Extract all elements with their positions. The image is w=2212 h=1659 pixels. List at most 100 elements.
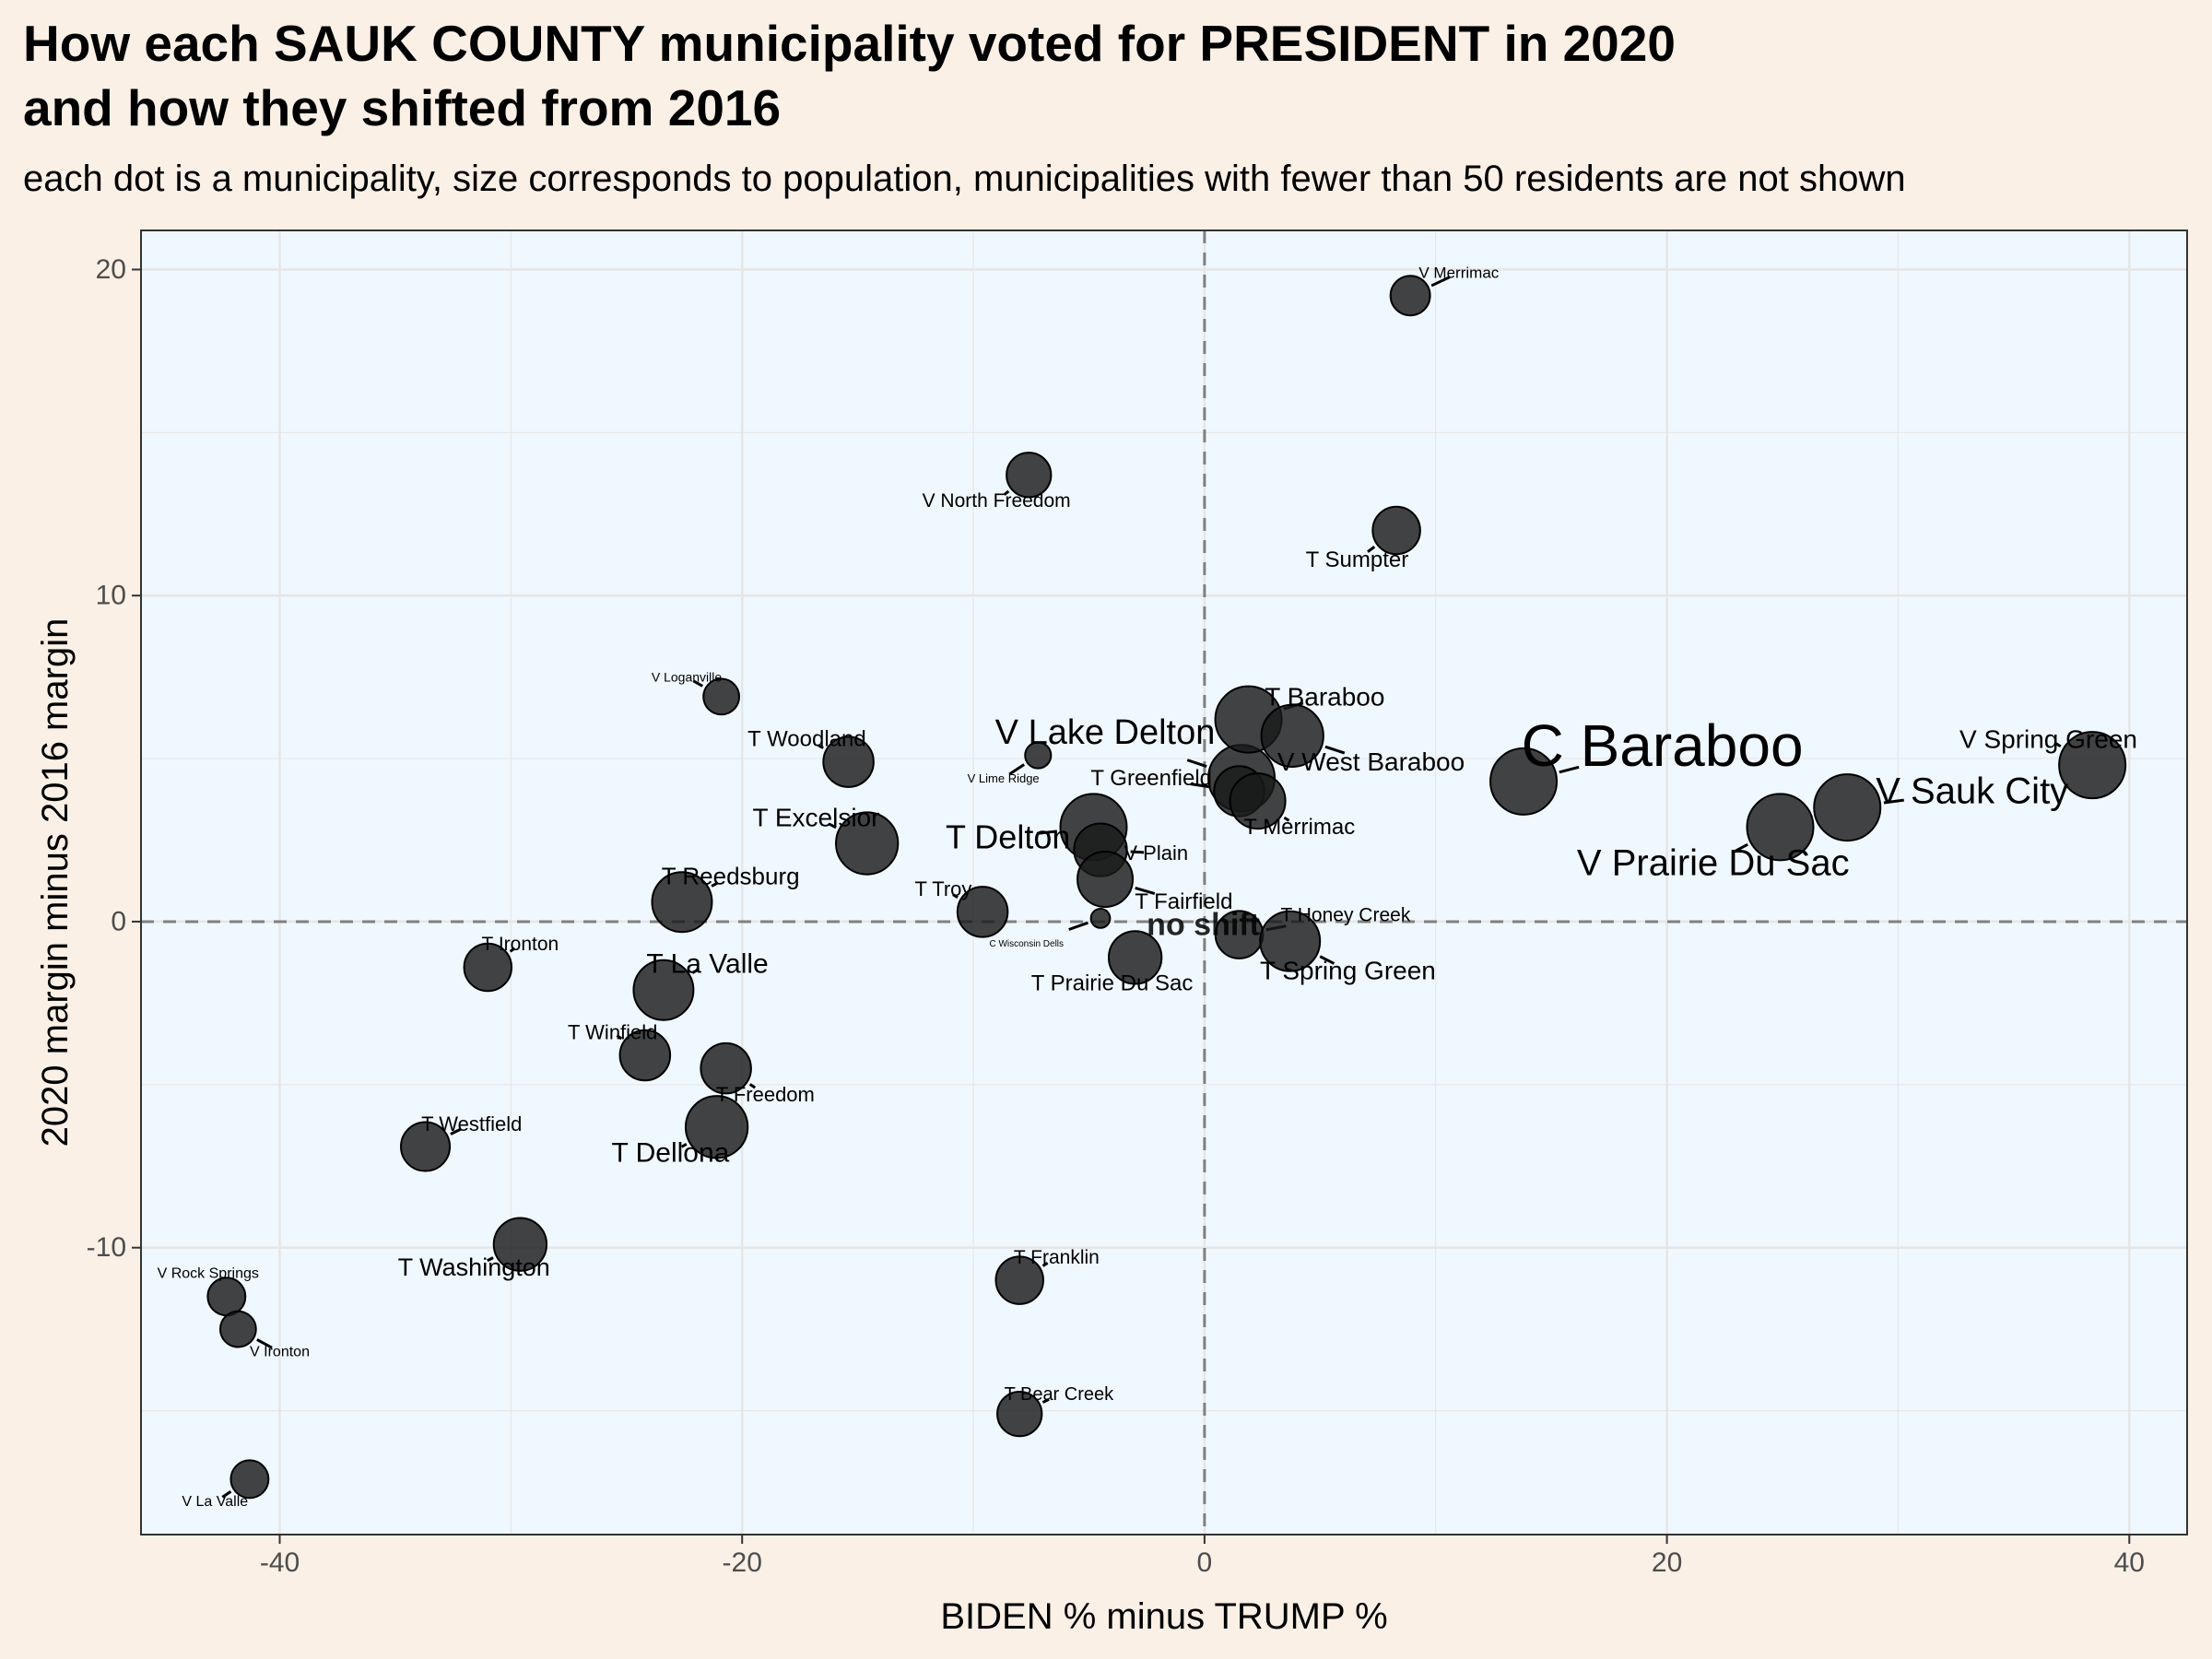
label-t-winfield: T Winfield <box>568 1021 657 1044</box>
point-v-la-valle <box>229 1459 270 1500</box>
point-v-prairie-du-sac <box>1746 793 1815 862</box>
leader-line-v-ironton <box>256 1338 273 1349</box>
label-v-rock-springs: V Rock Springs <box>158 1266 259 1282</box>
point-v-north-freedom <box>1006 452 1053 499</box>
leader-line-v-spring-green <box>2054 742 2062 748</box>
point-v-west-baraboo <box>1260 703 1324 768</box>
point-t-excelsior <box>835 811 900 876</box>
label-v-lake-delton: V Lake Delton <box>995 713 1216 752</box>
point-t-westfield <box>400 1121 452 1172</box>
label-t-spring-green: T Spring Green <box>1260 957 1436 985</box>
leader-line-v-west-baraboo <box>1324 745 1346 755</box>
leader-line-t-fairfield <box>1135 887 1156 896</box>
point-t-spring-green <box>1259 910 1322 972</box>
leader-line-v-lake-delton <box>1186 759 1207 769</box>
label-v-lime-ridge: V Lime Ridge <box>968 771 1040 785</box>
point-t-bear-creek <box>996 1390 1043 1438</box>
y-tick-label: 0 <box>111 906 126 936</box>
point-v-lime-ridge <box>1024 741 1053 770</box>
point-t-winfield <box>618 1029 672 1082</box>
label-v-loganville: V Loganville <box>652 670 722 685</box>
label-v-sauk-city: V Sauk City <box>1876 771 2068 811</box>
point-t-franklin <box>994 1255 1044 1305</box>
label-t-la-valle: T La Valle <box>646 948 768 979</box>
leader-line-t-reedsburg <box>711 881 719 888</box>
point-t-woodland <box>822 735 875 788</box>
x-tick-label: -40 <box>260 1547 300 1578</box>
point-c-wisconsin-dells <box>1089 908 1112 929</box>
leader-line-v-plain <box>1130 850 1145 854</box>
label-t-delton: T Delton <box>946 818 1070 855</box>
point-v-spring-green <box>2058 731 2127 800</box>
label-t-reedsburg: T Reedsburg <box>662 862 800 889</box>
data-points <box>206 275 2127 1500</box>
label-t-greenfield: T Greenfield <box>1090 766 1212 791</box>
label-v-prairie-du-sac: V Prairie Du Sac <box>1577 842 1850 883</box>
leader-line-t-winfield <box>616 1034 623 1041</box>
y-tick-label: 10 <box>96 581 126 611</box>
point-t-troy <box>956 886 1009 938</box>
label-t-honey-creek: T Honey Creek <box>1280 904 1410 925</box>
point-t-ironton <box>463 942 513 993</box>
point-labels: C Baraboo V Sauk City V Prairie Du Sac V Sp… <box>158 264 2137 1510</box>
y-axis-title: 2020 margin minus 2016 margin <box>35 618 76 1147</box>
label-t-woodland: T Woodland <box>747 726 866 751</box>
leader-line-c-baraboo <box>1559 765 1580 774</box>
label-t-dellona: T Dellona <box>612 1138 730 1169</box>
label-t-freedom: T Freedom <box>716 1083 815 1106</box>
label-t-ironton: T Ironton <box>482 934 559 955</box>
point-v-ironton <box>218 1310 257 1348</box>
leader-line-t-sumpter <box>1367 546 1376 553</box>
label-v-merrimac: V Merrimac <box>1418 264 1499 281</box>
leader-line-t-dellona <box>680 1143 688 1148</box>
no-shift-label: no shift <box>1147 907 1260 942</box>
plot-border <box>140 229 2188 1535</box>
leader-line-t-washington <box>487 1256 494 1263</box>
label-v-ironton: V Ironton <box>250 1344 310 1359</box>
x-tick-label: 0 <box>1197 1547 1213 1578</box>
leader-line-t-troy <box>952 893 959 899</box>
point-c-baraboo <box>1489 747 1559 816</box>
point-t-prairie-du-sac <box>1107 930 1163 985</box>
label-c-baraboo: C Baraboo <box>1522 712 1804 779</box>
plot-panel <box>141 230 2187 1535</box>
leader-line-v-loganville <box>692 679 703 688</box>
leader-line-t-la-valle <box>691 969 699 974</box>
label-v-la-valle: V La Valle <box>182 1494 248 1510</box>
leader-line-c-wisconsin-dells <box>1068 921 1088 931</box>
label-t-washington: T Washington <box>398 1253 550 1281</box>
label-t-franklin: T Franklin <box>1014 1247 1100 1268</box>
leader-line-v-la-valle <box>221 1490 232 1499</box>
leader-line-v-sauk-city <box>1883 798 1904 805</box>
label-c-wisconsin-dells: C Wisconsin Dells <box>989 939 1064 949</box>
leader-line-t-greenfield <box>1190 782 1211 789</box>
grid-minor-lines <box>141 230 2187 1535</box>
point-t-reedsburg <box>651 871 713 934</box>
label-leader-lines <box>221 276 2062 1499</box>
label-t-prairie-du-sac: T Prairie Du Sac <box>1031 971 1194 996</box>
point-t-sumpter <box>1371 505 1421 556</box>
reference-lines <box>141 230 2187 1535</box>
leader-line-t-merrimac <box>1283 816 1290 822</box>
leader-line-t-delton <box>1036 830 1057 835</box>
chart-subtitle: each dot is a municipality, size corresp… <box>23 159 1906 199</box>
label-v-west-baraboo: V West Baraboo <box>1277 747 1465 776</box>
x-axis-title: BIDEN % minus TRUMP % <box>940 1596 1387 1637</box>
point-v-loganville <box>702 677 741 716</box>
y-tick-label: -10 <box>87 1232 126 1263</box>
leader-line-v-lime-ridge <box>1008 763 1026 776</box>
label-t-bear-creek: T Bear Creek <box>1005 1384 1115 1405</box>
x-tick-label: 40 <box>2114 1547 2145 1578</box>
x-tick-label: 20 <box>1652 1547 1682 1578</box>
leader-line-v-merrimac <box>1430 276 1451 288</box>
x-tick-label: -20 <box>723 1547 762 1578</box>
point-v-merrimac <box>1389 275 1431 317</box>
point-t-fairfield <box>1077 850 1135 908</box>
leader-line-t-ironton <box>509 947 516 953</box>
leader-line-t-bear-creek <box>1041 1397 1050 1404</box>
label-t-merrimac: T Merrimac <box>1243 815 1355 840</box>
y-axis-ticks: -10 0 10 20 <box>87 254 141 1263</box>
leader-line-t-westfield <box>450 1127 462 1135</box>
